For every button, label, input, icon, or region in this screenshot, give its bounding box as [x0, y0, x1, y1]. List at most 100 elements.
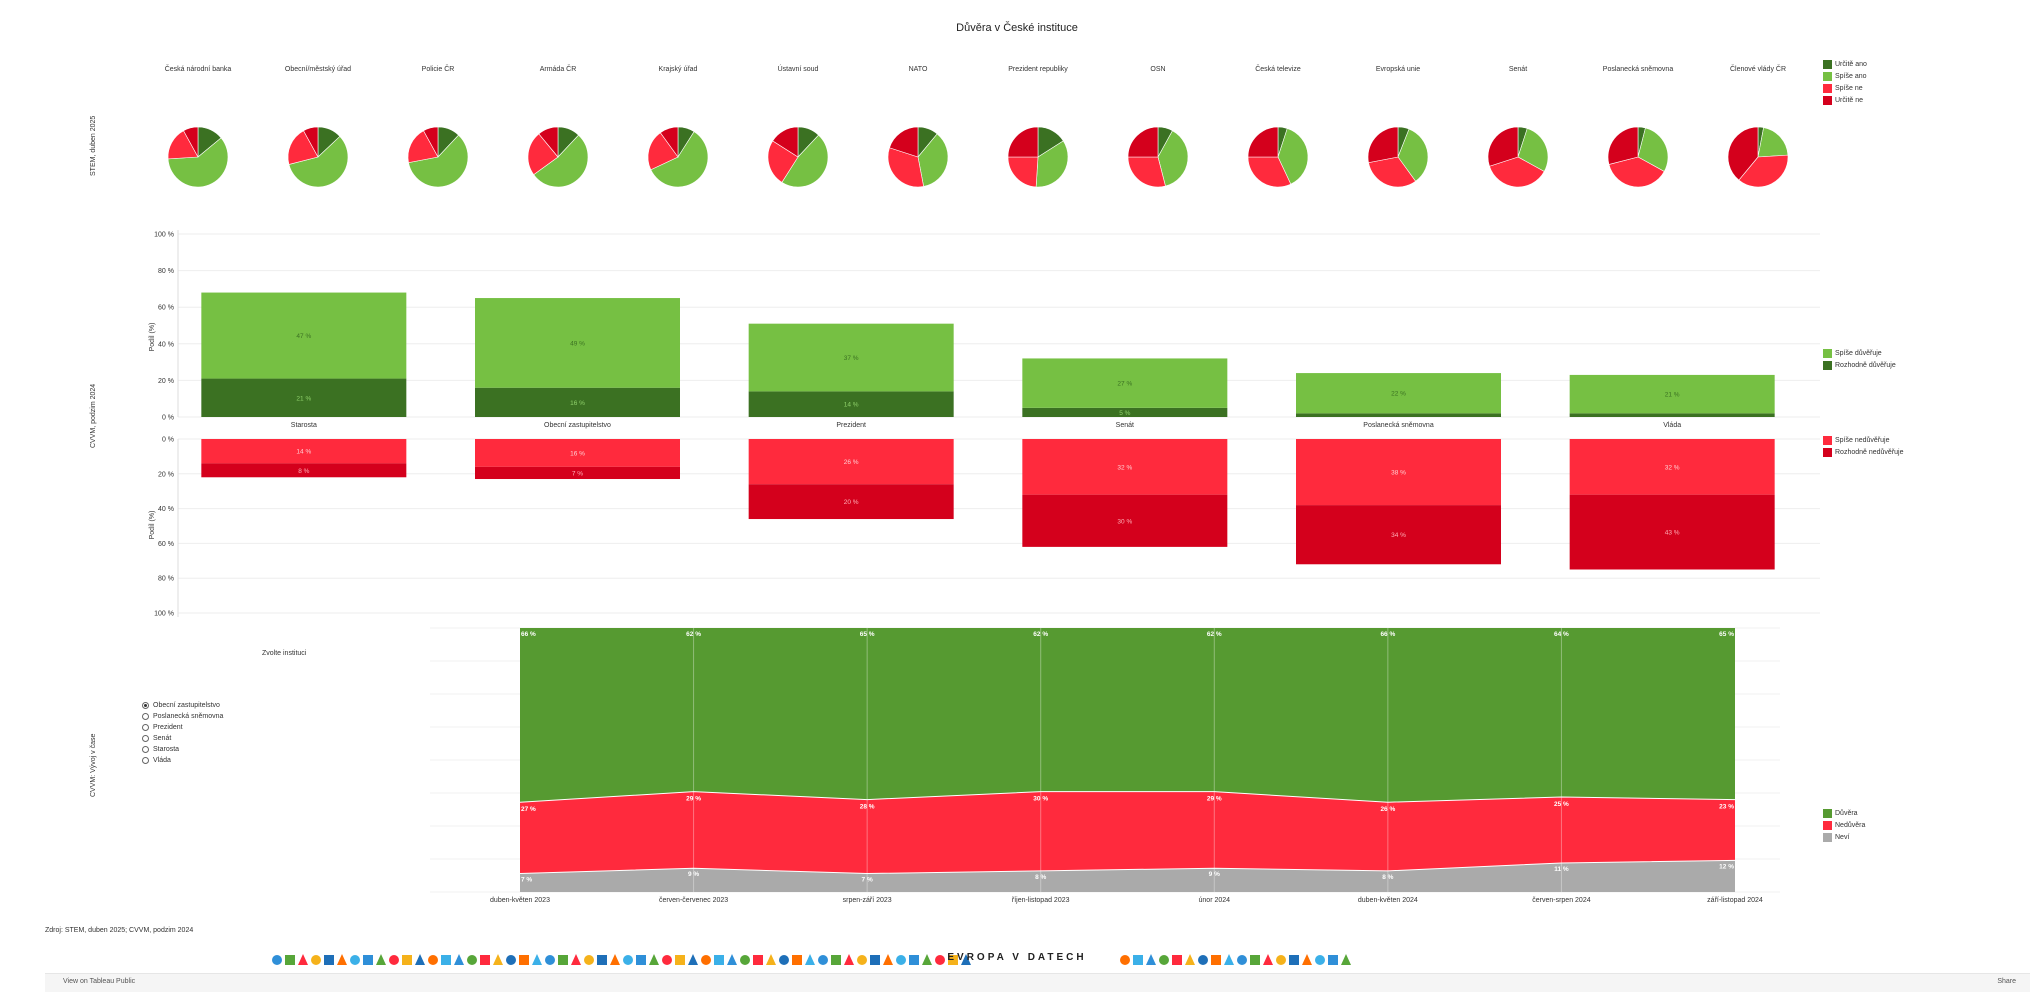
pie-slice[interactable] — [538, 126, 559, 158]
legend-item-duvera[interactable]: Důvěra — [1823, 807, 1865, 819]
pie-slice[interactable] — [1035, 140, 1069, 188]
bar-rozhodne-duveruje[interactable] — [1022, 407, 1228, 417]
pie-slice[interactable] — [889, 126, 919, 158]
pie-slice[interactable] — [183, 126, 199, 158]
bar-spise-duveruje[interactable] — [1022, 358, 1228, 408]
pie-slice[interactable] — [1487, 126, 1519, 167]
pie-slice[interactable] — [407, 130, 439, 163]
pie-slice[interactable] — [1608, 156, 1665, 188]
pie-slice[interactable] — [1368, 156, 1417, 188]
legend-item-spise-ne[interactable]: Spíše ne — [1823, 82, 1867, 94]
pie-slice[interactable] — [917, 133, 949, 187]
view-on-tableau-link[interactable]: View on Tableau Public — [63, 978, 136, 985]
legend-swatch — [1823, 435, 1832, 445]
pie-slice[interactable] — [1127, 126, 1159, 158]
bar-rozhodne-neduveruje[interactable] — [1569, 494, 1775, 570]
pie-slice[interactable] — [527, 133, 559, 176]
area-duvera[interactable] — [520, 628, 1735, 803]
bar-spise-neduveruje[interactable] — [1569, 439, 1775, 495]
bar-rozhodne-duveruje[interactable] — [201, 378, 407, 417]
legend-item-urcite-ne[interactable]: Určitě ne — [1823, 94, 1867, 106]
legend-item-spise-ano[interactable]: Spíše ano — [1823, 70, 1867, 82]
pie-slice[interactable] — [1517, 128, 1549, 172]
legend-item-nevi[interactable]: Neví — [1823, 831, 1865, 843]
pie-slice[interactable] — [303, 126, 319, 158]
pie-slice[interactable] — [1757, 127, 1789, 158]
area-nevi[interactable] — [520, 860, 1735, 892]
legend-item-urcite-ano[interactable]: Určitě ano — [1823, 58, 1867, 70]
selector-option[interactable]: Senát — [142, 735, 171, 742]
bar-rozhodne-neduveruje[interactable] — [475, 466, 680, 480]
bar-spise-neduveruje[interactable] — [748, 439, 954, 485]
pie-slice[interactable] — [1607, 126, 1639, 165]
pie-slice[interactable] — [1738, 154, 1789, 188]
selector-option[interactable]: Poslanecká sněmovna — [142, 713, 223, 720]
pie-slice[interactable] — [423, 126, 439, 158]
bar-spise-neduveruje[interactable] — [475, 439, 680, 467]
bar-rozhodne-neduveruje[interactable] — [1296, 505, 1501, 565]
pie-slice[interactable] — [1489, 156, 1545, 188]
radio-button[interactable] — [142, 713, 149, 720]
legend-item-rozhodne-duveruje[interactable]: Rozhodně důvěřuje — [1823, 359, 1896, 371]
selector-option[interactable]: Vláda — [142, 757, 171, 764]
pie-slice[interactable] — [167, 137, 229, 188]
pie-slice[interactable] — [287, 130, 319, 165]
bar-value-label: 49 % — [570, 340, 585, 347]
pie-slice[interactable] — [659, 126, 679, 158]
bar-rozhodne-neduveruje[interactable] — [748, 484, 954, 520]
pie-slice[interactable] — [1247, 156, 1292, 188]
pie-slice[interactable] — [1007, 126, 1039, 158]
pie-slice[interactable] — [1637, 127, 1669, 172]
pie-slice[interactable] — [1127, 156, 1166, 188]
pie-slice[interactable] — [887, 147, 924, 188]
pie-slice[interactable] — [1397, 128, 1429, 182]
legend-item-neduvera[interactable]: Nedůvěra — [1823, 819, 1865, 831]
legend-item-spise-neduveruje[interactable]: Spíše nedůvěřuje — [1823, 434, 1904, 446]
radio-button[interactable] — [142, 735, 149, 742]
legend-swatch — [1823, 95, 1832, 105]
bar-spise-duveruje[interactable] — [201, 292, 407, 379]
bar-spise-neduveruje[interactable] — [1296, 439, 1501, 506]
radio-button[interactable] — [142, 724, 149, 731]
bar-spise-duveruje[interactable] — [748, 323, 954, 392]
selector-option[interactable]: Prezident — [142, 724, 183, 731]
share-button[interactable]: Share — [1997, 978, 2016, 985]
radio-button[interactable] — [142, 746, 149, 753]
pie-slice[interactable] — [533, 134, 589, 188]
bar-rozhodne-neduveruje[interactable] — [201, 463, 407, 478]
bar-spise-neduveruje[interactable] — [201, 439, 407, 464]
pie-slice[interactable] — [1367, 126, 1399, 163]
bar-rozhodne-duveruje[interactable] — [1296, 413, 1501, 417]
pie-slice[interactable] — [1007, 156, 1039, 188]
decorative-icon — [610, 954, 620, 965]
bar-spise-duveruje[interactable] — [1296, 373, 1501, 414]
bar-rozhodne-duveruje[interactable] — [1569, 413, 1775, 417]
pie-slice[interactable] — [647, 132, 679, 171]
pie-slice[interactable] — [650, 131, 709, 188]
pie-slice[interactable] — [1247, 126, 1279, 158]
bar-spise-neduveruje[interactable] — [1022, 439, 1228, 495]
legend-item-rozhodne-neduveruje[interactable]: Rozhodně nedůvěřuje — [1823, 446, 1904, 458]
bar-rozhodne-duveruje[interactable] — [748, 391, 954, 417]
bar-spise-duveruje[interactable] — [1569, 374, 1775, 414]
bar-value-label: 16 % — [570, 450, 585, 457]
bar-rozhodne-neduveruje[interactable] — [1022, 494, 1228, 547]
decorative-icon — [350, 955, 360, 965]
pie-slice[interactable] — [288, 136, 349, 188]
selector-option[interactable]: Starosta — [142, 746, 179, 753]
bar-value-label: 32 % — [1117, 464, 1132, 471]
selector-option[interactable]: Obecní zastupitelstvo — [142, 702, 220, 709]
bar-rozhodne-duveruje[interactable] — [475, 387, 680, 417]
pie-slice[interactable] — [1727, 126, 1759, 181]
pie-slice[interactable] — [767, 140, 799, 183]
pie-slice[interactable] — [1277, 128, 1309, 185]
radio-button[interactable] — [142, 757, 149, 764]
pie-slice[interactable] — [772, 126, 799, 158]
pie-slice[interactable] — [1157, 130, 1189, 187]
legend-item-spise-duveruje[interactable]: Spíše důvěřuje — [1823, 347, 1896, 359]
area-neduvera[interactable] — [520, 791, 1735, 874]
pie-slice[interactable] — [781, 134, 829, 188]
radio-button[interactable] — [142, 702, 149, 709]
pie-slice[interactable] — [408, 134, 469, 188]
bar-spise-duveruje[interactable] — [475, 298, 680, 388]
